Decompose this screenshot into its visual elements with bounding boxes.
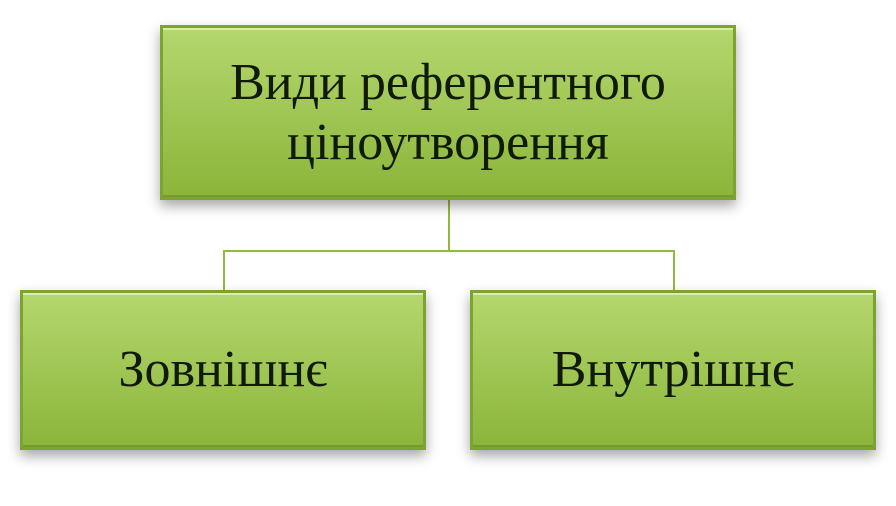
node-root: Види референтного ціноутворення — [160, 25, 736, 200]
connector-trunk — [448, 200, 450, 250]
diagram-canvas: Види референтного ціноутворення Зовнішнє… — [0, 0, 896, 506]
node-right: Внутрішнє — [470, 290, 876, 450]
node-left-label: Зовнішнє — [118, 340, 327, 400]
connector-hline — [223, 250, 675, 252]
node-left: Зовнішнє — [20, 290, 426, 450]
node-right-label: Внутрішнє — [552, 340, 795, 400]
connector-right — [673, 250, 675, 290]
connector-left — [223, 250, 225, 290]
node-root-label: Види референтного ціноутворення — [163, 53, 733, 173]
